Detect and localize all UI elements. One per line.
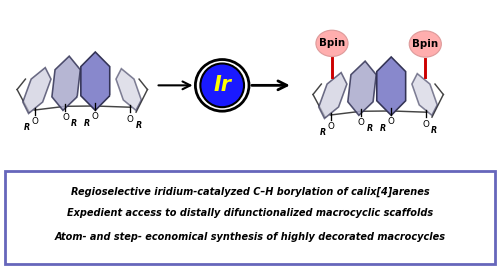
Text: R: R [70,119,77,128]
Ellipse shape [316,30,348,56]
Text: Bpin: Bpin [319,38,345,48]
Text: R: R [432,126,438,135]
Text: Atom- and step- economical synthesis of highly decorated macrocycles: Atom- and step- economical synthesis of … [54,232,446,242]
Polygon shape [318,73,347,119]
Polygon shape [116,69,141,110]
Text: R: R [366,124,373,133]
Ellipse shape [200,63,244,107]
Polygon shape [52,56,80,110]
Polygon shape [348,61,376,115]
Text: Regioselective iridium-catalyzed C–H borylation of calix[4]arenes: Regioselective iridium-catalyzed C–H bor… [70,187,430,197]
Text: Bpin: Bpin [412,39,438,49]
Polygon shape [377,57,406,115]
Text: O: O [358,118,365,127]
Text: O: O [328,122,334,131]
Text: O: O [32,117,38,126]
Text: R: R [136,121,141,130]
Ellipse shape [409,31,442,57]
Text: O: O [422,120,430,129]
Text: Ir: Ir [213,75,231,95]
Text: R: R [320,128,326,137]
Polygon shape [412,74,437,115]
Ellipse shape [196,59,249,111]
Text: R: R [84,119,90,128]
Polygon shape [23,68,51,113]
Polygon shape [81,52,110,110]
Text: O: O [388,117,394,126]
Text: R: R [380,124,386,133]
Text: Expedient access to distally difunctionalized macrocyclic scaffolds: Expedient access to distally difunctiona… [67,208,433,218]
FancyBboxPatch shape [4,171,496,264]
Text: O: O [92,113,98,122]
Text: R: R [24,123,30,132]
Text: O: O [126,114,134,124]
Text: O: O [62,113,69,122]
